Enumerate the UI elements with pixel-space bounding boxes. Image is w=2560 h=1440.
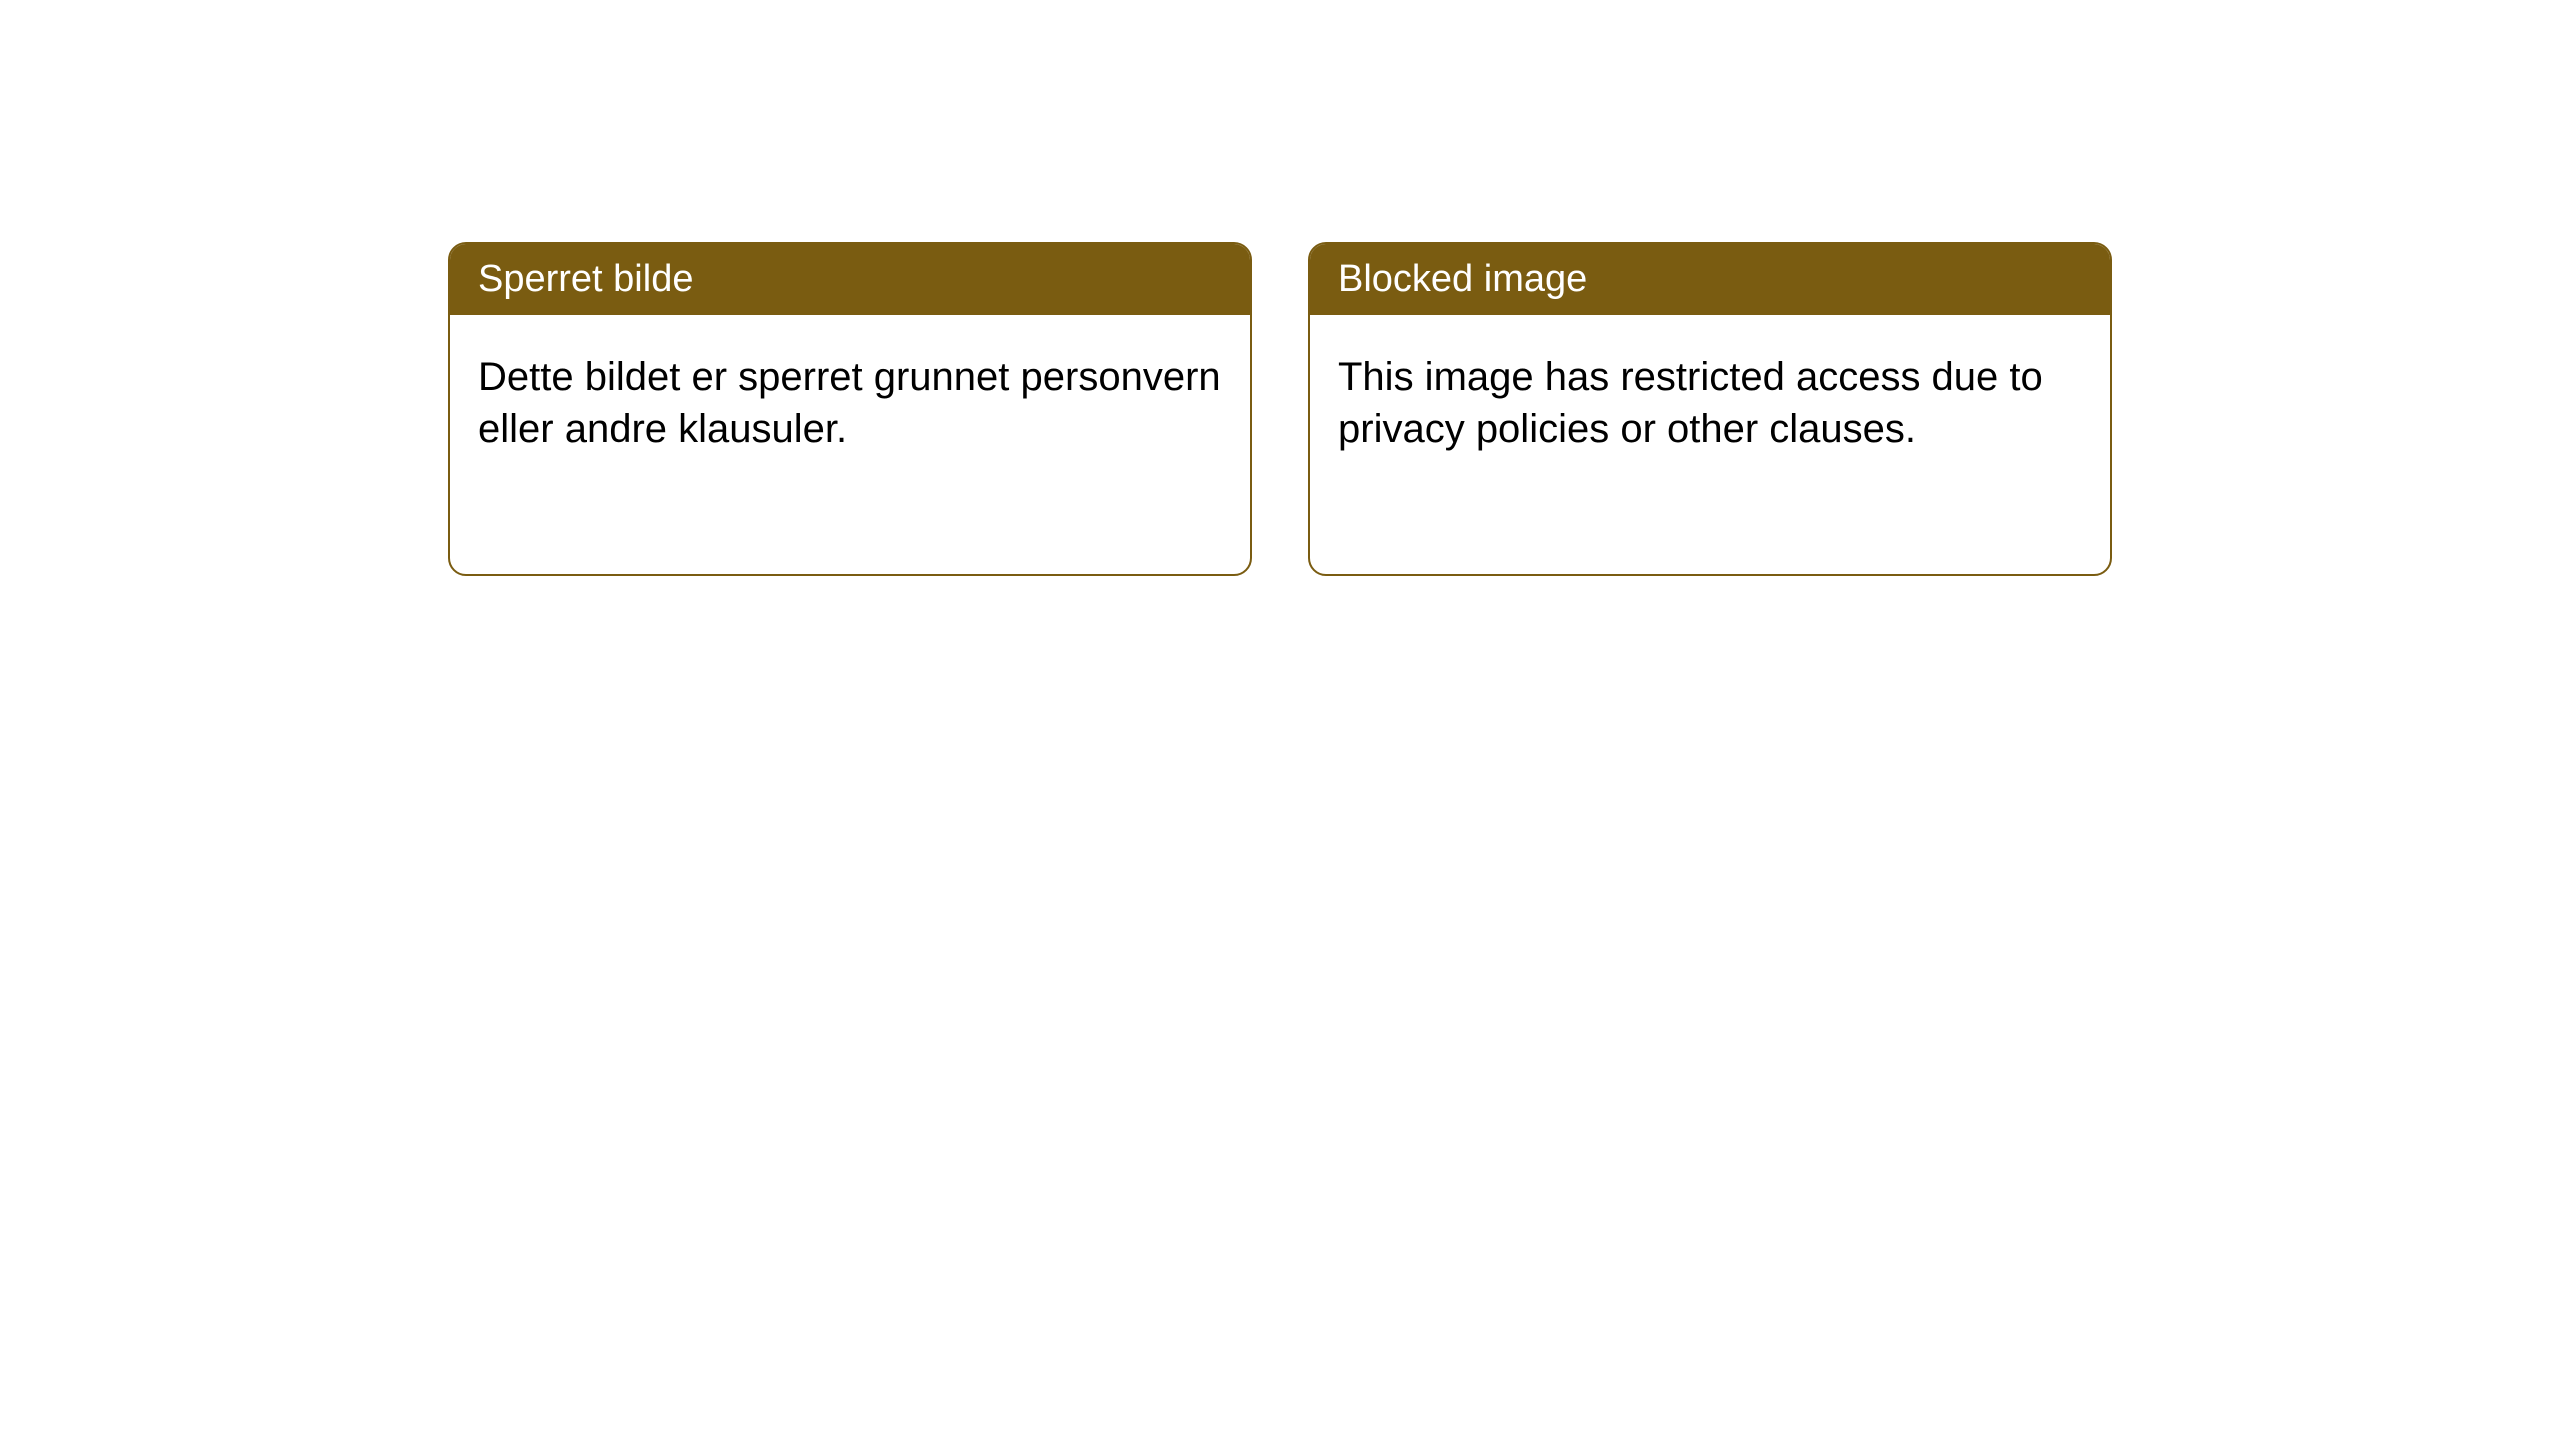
- card-message-norwegian: Dette bildet er sperret grunnet personve…: [478, 355, 1221, 451]
- blocked-image-card-norwegian: Sperret bilde Dette bildet er sperret gr…: [448, 242, 1252, 576]
- card-header-english: Blocked image: [1310, 244, 2110, 315]
- card-title-english: Blocked image: [1338, 258, 1587, 300]
- blocked-image-card-english: Blocked image This image has restricted …: [1308, 242, 2112, 576]
- card-body-english: This image has restricted access due to …: [1310, 315, 2110, 491]
- card-title-norwegian: Sperret bilde: [478, 258, 693, 300]
- notice-container: Sperret bilde Dette bildet er sperret gr…: [448, 242, 2112, 576]
- card-message-english: This image has restricted access due to …: [1338, 355, 2043, 451]
- card-header-norwegian: Sperret bilde: [450, 244, 1250, 315]
- card-body-norwegian: Dette bildet er sperret grunnet personve…: [450, 315, 1250, 491]
